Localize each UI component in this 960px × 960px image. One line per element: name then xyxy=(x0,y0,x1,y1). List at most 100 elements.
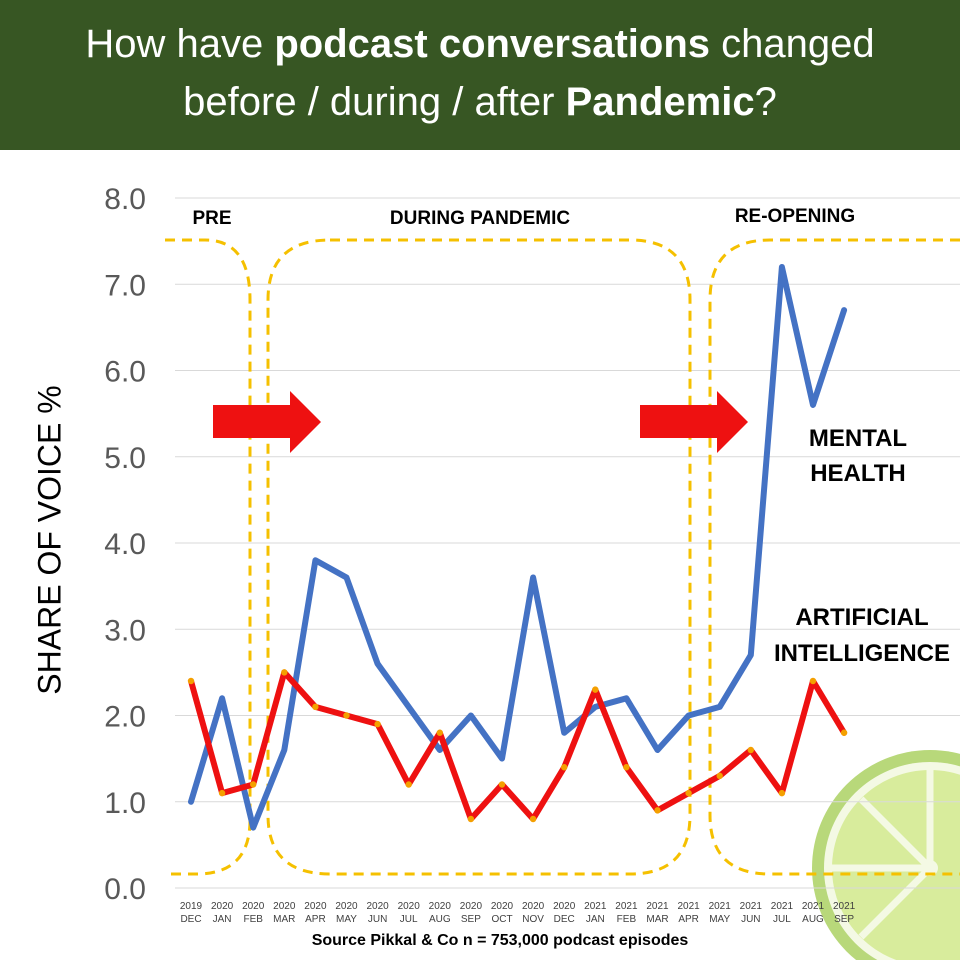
y-axis-label: SHARE OF VOICE % xyxy=(31,385,68,695)
ai-data-point xyxy=(592,686,599,693)
phase-label-pre: PRE xyxy=(192,208,231,229)
x-tick-year: 2020 xyxy=(366,901,389,912)
ai-data-point xyxy=(436,729,443,736)
right-arrow-icon xyxy=(640,391,748,453)
x-tick-year: 2020 xyxy=(460,901,483,912)
ai-data-point xyxy=(405,781,412,788)
x-tick-month: AUG xyxy=(429,914,451,925)
x-tick-month: SEP xyxy=(461,914,481,925)
ai-data-point xyxy=(623,764,630,771)
ai-data-point xyxy=(374,720,381,728)
x-tick-year: 2021 xyxy=(833,901,856,912)
ai-data-point xyxy=(281,669,288,676)
x-tick-month: DEC xyxy=(554,914,575,925)
x-tick-month: FEB xyxy=(617,914,637,925)
x-tick-year: 2020 xyxy=(211,901,234,912)
x-tick-month: MAY xyxy=(336,914,357,925)
x-tick-year: 2021 xyxy=(615,901,638,912)
x-tick-year: 2021 xyxy=(802,901,825,912)
x-tick-month: FEB xyxy=(243,914,263,925)
x-tick-month: AUG xyxy=(802,914,824,925)
y-tick-label: 2.0 xyxy=(104,701,146,734)
x-tick-month: JUL xyxy=(400,914,418,925)
x-tick-month: DEC xyxy=(180,914,201,925)
ai-data-point xyxy=(312,703,319,711)
y-tick-label: 8.0 xyxy=(104,183,146,216)
y-tick-label: 4.0 xyxy=(104,528,146,561)
series-label-ai-1: ARTIFICIAL xyxy=(795,604,928,631)
chart-title-line-1: How have podcast conversations changed xyxy=(0,20,960,68)
title-emphasis: Pandemic xyxy=(565,80,755,124)
phase-label-reopening: RE-OPENING xyxy=(735,206,855,227)
y-tick-label: 5.0 xyxy=(104,442,146,475)
ai-data-point xyxy=(716,772,723,780)
x-tick-year: 2019 xyxy=(180,901,203,912)
x-tick-month: MAY xyxy=(709,914,730,925)
title-text: changed xyxy=(710,22,875,66)
series-layer xyxy=(187,264,848,831)
title-text: before / during / after xyxy=(183,80,566,124)
x-tick-year: 2020 xyxy=(522,901,545,912)
x-tick-year: 2020 xyxy=(242,901,265,912)
pre-phase-border xyxy=(165,238,252,876)
ai-series-line xyxy=(188,669,848,822)
x-tick-year: 2021 xyxy=(646,901,669,912)
ai-data-point xyxy=(529,815,537,823)
x-tick-year: 2020 xyxy=(304,901,327,912)
ai-data-point xyxy=(250,781,257,788)
ai-data-point xyxy=(498,781,506,788)
series-label-mental-health-1: MENTAL xyxy=(809,425,907,452)
phase-label-during: DURING PANDEMIC xyxy=(390,208,570,229)
title-text: ? xyxy=(754,80,777,124)
x-tick-year: 2021 xyxy=(740,901,763,912)
ai-data-point xyxy=(561,764,568,771)
x-tick-year: 2020 xyxy=(429,901,452,912)
during-phase-border xyxy=(266,238,692,876)
ai-data-point xyxy=(467,815,475,823)
phase-regions xyxy=(165,238,960,876)
x-tick-month: NOV xyxy=(522,914,544,925)
ai-data-point xyxy=(343,712,350,719)
ai-data-point xyxy=(840,729,848,736)
x-tick-year: 2020 xyxy=(398,901,421,912)
lime-slice-icon xyxy=(812,750,960,960)
ai-data-point xyxy=(187,677,195,685)
y-tick-label: 1.0 xyxy=(104,787,146,820)
ai-data-point xyxy=(747,746,754,754)
x-tick-month: MAR xyxy=(273,914,295,925)
x-tick-month: JAN xyxy=(586,914,605,925)
title-text: How have xyxy=(85,22,275,66)
x-tick-year: 2020 xyxy=(553,901,576,912)
x-tick-month: JUN xyxy=(368,914,387,925)
x-tick-month: APR xyxy=(305,914,326,925)
x-tick-month: SEP xyxy=(834,914,854,925)
ai-data-point xyxy=(685,789,692,797)
chart-title-line-2: before / during / after Pandemic? xyxy=(0,78,960,126)
gridlines xyxy=(175,197,960,889)
x-tick-year: 2021 xyxy=(771,901,794,912)
y-tick-label: 0.0 xyxy=(104,873,146,906)
ai-data-point xyxy=(809,677,817,685)
series-label-ai-2: INTELLIGENCE xyxy=(774,640,950,667)
x-tick-year: 2021 xyxy=(584,901,607,912)
source-note: Source Pikkal & Co n = 753,000 podcast e… xyxy=(311,932,689,949)
mental-health-series-line xyxy=(188,264,848,831)
y-tick-label: 6.0 xyxy=(104,356,146,389)
ai-data-point xyxy=(654,807,661,814)
x-tick-year: 2020 xyxy=(335,901,358,912)
x-tick-year: 2020 xyxy=(491,901,514,912)
y-tick-label: 3.0 xyxy=(104,614,146,647)
x-tick-month: JAN xyxy=(213,914,232,925)
header-banner: How have podcast conversations changed b… xyxy=(0,0,960,150)
x-tick-month: MAR xyxy=(646,914,668,925)
right-arrow-icon xyxy=(213,391,321,453)
ai-data-point xyxy=(218,789,226,797)
reopening-phase-border xyxy=(708,238,960,876)
x-tick-month: APR xyxy=(678,914,699,925)
x-tick-month: JUN xyxy=(741,914,760,925)
y-tick-label: 7.0 xyxy=(104,269,146,302)
x-tick-year: 2021 xyxy=(677,901,700,912)
x-tick-month: OCT xyxy=(491,914,512,925)
x-axis-ticks: 2019 DEC 2020 JAN 2020 FEB 2020 MAR 2020 APR 2020 M… xyxy=(180,901,856,925)
